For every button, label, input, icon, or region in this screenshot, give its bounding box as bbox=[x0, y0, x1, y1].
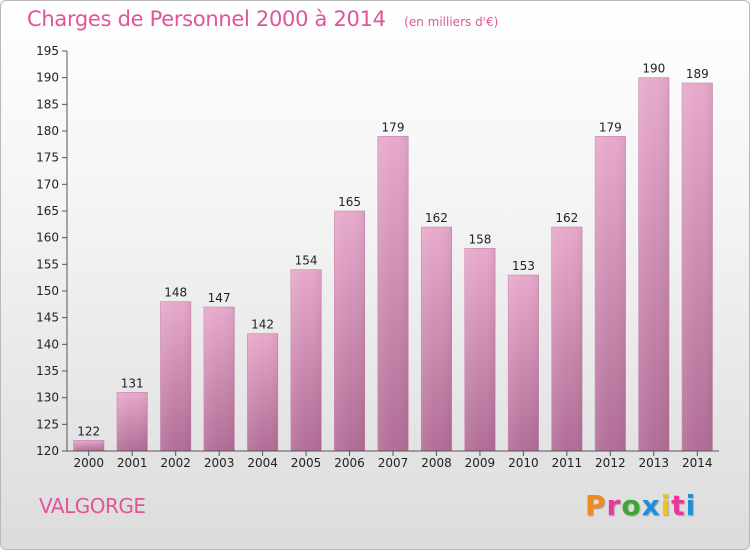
bar-shine bbox=[551, 227, 583, 451]
y-axis: 120 125 130 135 140 145 150 155 160 165 170 175 180 1… bbox=[36, 44, 68, 458]
bar-value-label: 179 bbox=[599, 120, 622, 134]
x-tick-label: 2002 bbox=[160, 456, 191, 470]
bar-shine bbox=[334, 211, 365, 451]
commune-name: VALGORGE bbox=[39, 494, 146, 518]
bar-value-label: 189 bbox=[686, 67, 709, 81]
y-tick-label: 185 bbox=[36, 97, 59, 111]
bars: 122 131 148 147 142 154 165 179 162 158 153 162 179 1… bbox=[73, 62, 713, 452]
bar-shine bbox=[595, 136, 626, 452]
y-tick-label: 165 bbox=[36, 204, 59, 218]
bar-shine bbox=[203, 307, 235, 451]
y-tick-label: 130 bbox=[36, 391, 59, 405]
x-axis: 2000 2001 2002 2003 2004 2005 2006 2007 2008 2009… bbox=[67, 450, 719, 470]
bar-value-label: 158 bbox=[468, 232, 491, 246]
chart-unit: (en milliers d'€) bbox=[404, 15, 499, 29]
logo-letter: i bbox=[685, 489, 697, 522]
bar-value-label: 190 bbox=[642, 62, 665, 76]
x-tick-label: 2005 bbox=[291, 456, 322, 470]
bar-shine bbox=[508, 275, 539, 451]
y-tick-label: 135 bbox=[36, 364, 59, 378]
x-tick-label: 2004 bbox=[247, 456, 278, 470]
bar-shine bbox=[116, 392, 148, 451]
chart-title: Charges de Personnel 2000 à 2014 bbox=[27, 7, 386, 31]
bar-value-label: 165 bbox=[338, 195, 361, 209]
bar-value-label: 148 bbox=[164, 286, 187, 300]
logo-letter: r bbox=[606, 489, 622, 522]
bar-value-label: 153 bbox=[512, 259, 535, 273]
bar-value-label: 147 bbox=[208, 291, 231, 305]
bar-value-label: 131 bbox=[121, 376, 144, 390]
y-tick-label: 195 bbox=[36, 44, 59, 58]
x-tick-label: 2006 bbox=[334, 456, 365, 470]
bar-shine bbox=[421, 227, 452, 451]
logo-letter: x bbox=[641, 489, 661, 522]
bar-value-label: 179 bbox=[382, 120, 405, 134]
y-tick-label: 180 bbox=[36, 124, 59, 138]
bar-value-label: 154 bbox=[295, 254, 318, 268]
logo-letter: i bbox=[660, 489, 672, 522]
bar-shine bbox=[682, 83, 713, 451]
logo-letter: t bbox=[671, 489, 686, 522]
bar-shine bbox=[638, 77, 670, 452]
y-tick-label: 150 bbox=[36, 284, 59, 298]
y-tick-label: 160 bbox=[36, 231, 59, 245]
bar-shine bbox=[247, 333, 278, 451]
x-tick-label: 2013 bbox=[639, 456, 670, 470]
bar-shine bbox=[73, 440, 104, 451]
y-tick-label: 170 bbox=[36, 177, 59, 191]
y-tick-label: 175 bbox=[36, 151, 59, 165]
y-tick-label: 145 bbox=[36, 311, 59, 325]
y-tick-label: 190 bbox=[36, 71, 59, 85]
proxiti-logo[interactable]: Proxiti bbox=[585, 489, 696, 522]
bar-value-label: 142 bbox=[251, 318, 274, 332]
x-tick-label: 2000 bbox=[73, 456, 104, 470]
y-tick-label: 120 bbox=[36, 444, 59, 458]
title-row: Charges de Personnel 2000 à 2014 (en mil… bbox=[27, 7, 498, 31]
x-tick-label: 2003 bbox=[204, 456, 235, 470]
y-tick-label: 155 bbox=[36, 257, 59, 271]
x-tick-label: 2007 bbox=[378, 456, 409, 470]
y-tick-label: 125 bbox=[36, 417, 59, 431]
x-tick-label: 2008 bbox=[421, 456, 452, 470]
x-tick-label: 2001 bbox=[117, 456, 148, 470]
bar-value-label: 122 bbox=[77, 424, 100, 438]
bar-shine bbox=[290, 269, 322, 451]
logo-letter: o bbox=[621, 489, 642, 522]
x-tick-label: 2009 bbox=[465, 456, 496, 470]
bar-value-label: 162 bbox=[555, 211, 578, 225]
x-tick-label: 2010 bbox=[508, 456, 539, 470]
bar-shine bbox=[377, 136, 409, 452]
x-tick-label: 2011 bbox=[552, 456, 583, 470]
x-tick-label: 2014 bbox=[682, 456, 713, 470]
x-tick-label: 2012 bbox=[595, 456, 626, 470]
logo-letter: P bbox=[585, 489, 607, 522]
bar-shine bbox=[464, 248, 496, 451]
bar-shine bbox=[160, 301, 191, 451]
bar-value-label: 162 bbox=[425, 211, 448, 225]
y-tick-label: 140 bbox=[36, 337, 59, 351]
